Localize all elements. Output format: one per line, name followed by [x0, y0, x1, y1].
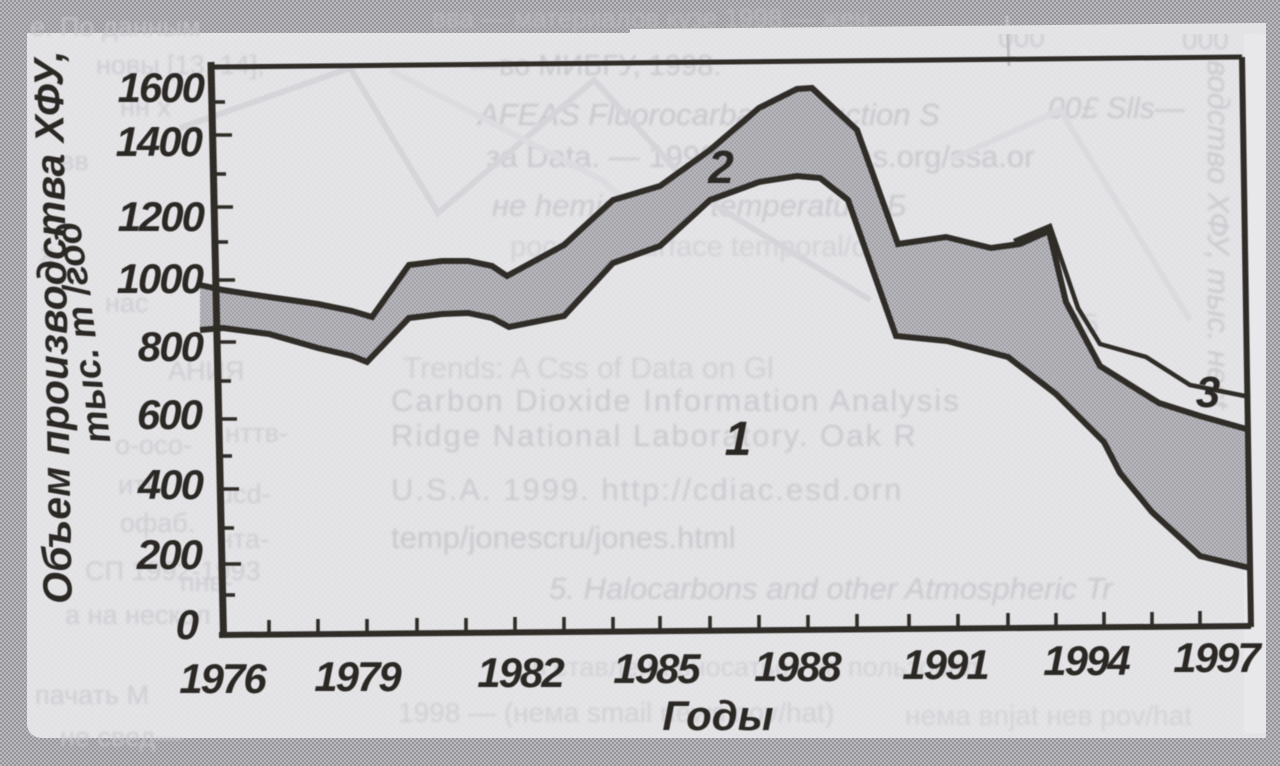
svg-text:1982: 1982 — [477, 649, 564, 696]
svg-text:800: 800 — [138, 323, 204, 370]
svg-text:200: 200 — [136, 531, 203, 578]
svg-text:1997: 1997 — [1173, 634, 1262, 681]
svg-text:1976: 1976 — [179, 655, 267, 702]
svg-text:1000: 1000 — [117, 255, 204, 302]
svg-text:2: 2 — [707, 141, 734, 193]
svg-text:400: 400 — [137, 461, 204, 508]
svg-text:1991: 1991 — [902, 641, 988, 688]
svg-text:1: 1 — [725, 413, 752, 466]
svg-text:0: 0 — [176, 601, 199, 648]
svg-text:600: 600 — [137, 391, 203, 438]
svg-text:3: 3 — [1196, 368, 1220, 417]
svg-text:1979: 1979 — [314, 653, 402, 700]
svg-text:1400: 1400 — [116, 118, 203, 165]
svg-text:1200: 1200 — [118, 193, 205, 240]
svg-text:1988: 1988 — [754, 643, 842, 690]
svg-text:1600: 1600 — [118, 64, 205, 111]
svg-text:Годы: Годы — [662, 692, 773, 739]
svg-text:1994: 1994 — [1043, 637, 1130, 684]
svg-text:1985: 1985 — [613, 645, 701, 692]
